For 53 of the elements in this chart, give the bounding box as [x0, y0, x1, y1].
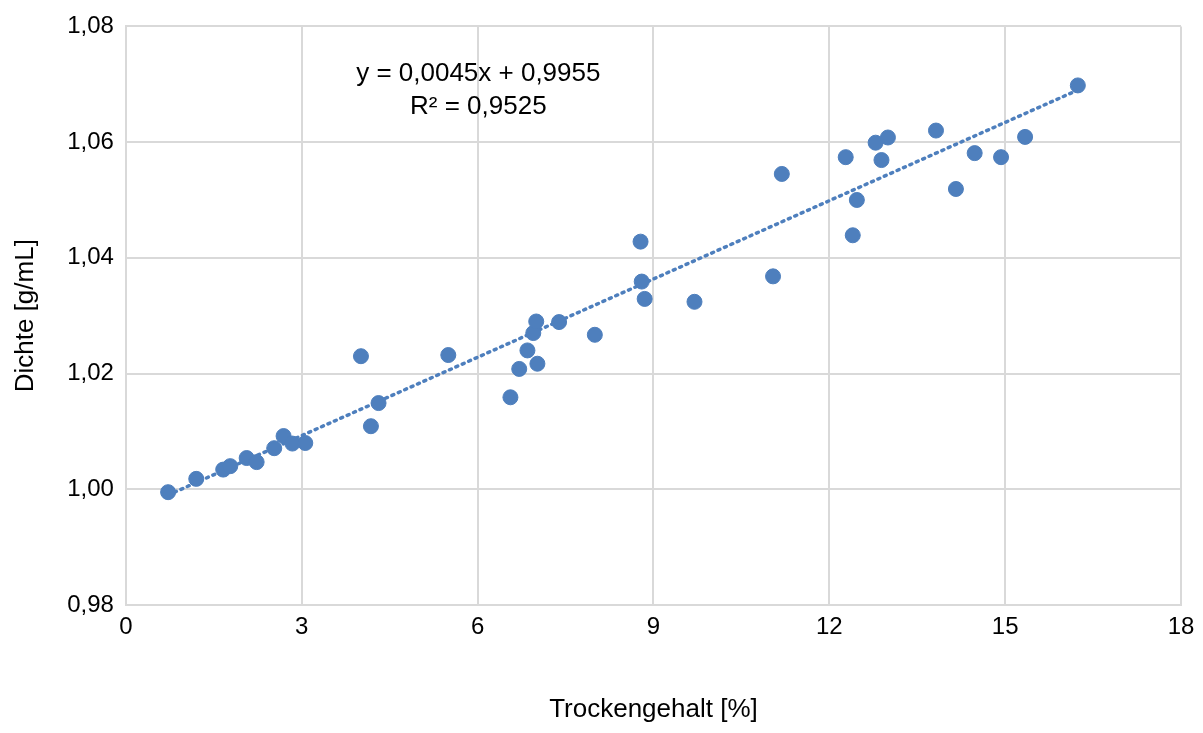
x-tick-label: 0: [119, 612, 133, 640]
point: [848, 191, 865, 208]
point: [248, 454, 265, 471]
annotation: y = 0,0045x + 0,9955: [356, 56, 601, 87]
point: [686, 293, 703, 310]
x-tick-label: 3: [295, 612, 309, 640]
x-tick-label: 12: [815, 612, 843, 640]
point: [502, 389, 519, 406]
y-tick-label: 1,00: [67, 473, 114, 501]
point: [879, 129, 896, 146]
point: [160, 484, 177, 501]
point: [362, 418, 379, 435]
point: [837, 149, 854, 166]
point: [529, 355, 546, 372]
x-tick-label: 15: [991, 612, 1019, 640]
point: [1017, 128, 1034, 145]
point: [222, 458, 239, 475]
y-tick-label: 0,98: [67, 589, 114, 617]
point: [947, 180, 964, 197]
point: [519, 342, 536, 359]
annotation: R² = 0,9525: [410, 89, 547, 120]
point: [927, 122, 944, 139]
x-axis-title: Trockengehalt [%]: [549, 692, 758, 723]
point: [773, 165, 790, 182]
point: [966, 145, 983, 162]
point: [352, 348, 369, 365]
x-tick-label: 9: [646, 612, 661, 640]
x-tick-label: 6: [470, 612, 485, 640]
point: [370, 395, 387, 412]
point: [993, 149, 1010, 166]
point: [1069, 77, 1086, 94]
point: [511, 360, 528, 377]
point: [844, 227, 861, 244]
x-tick-label: 18: [1167, 612, 1195, 640]
y-tick-label: 1,08: [67, 11, 114, 39]
point: [551, 314, 568, 331]
point: [528, 313, 545, 330]
point: [188, 470, 205, 487]
point: [586, 326, 603, 343]
y-tick-label: 1,02: [67, 358, 114, 386]
point: [867, 134, 884, 151]
point: [873, 152, 890, 169]
point: [440, 347, 457, 364]
y-axis-title: Dichte [g/mL]: [8, 239, 39, 393]
y-tick-label: 1,06: [67, 126, 114, 154]
point: [636, 290, 653, 307]
point: [284, 435, 301, 452]
point: [266, 440, 283, 457]
point: [765, 268, 782, 285]
y-tick-label: 1,04: [67, 242, 114, 270]
point: [297, 434, 314, 451]
point: [632, 233, 649, 250]
point: [633, 273, 650, 290]
